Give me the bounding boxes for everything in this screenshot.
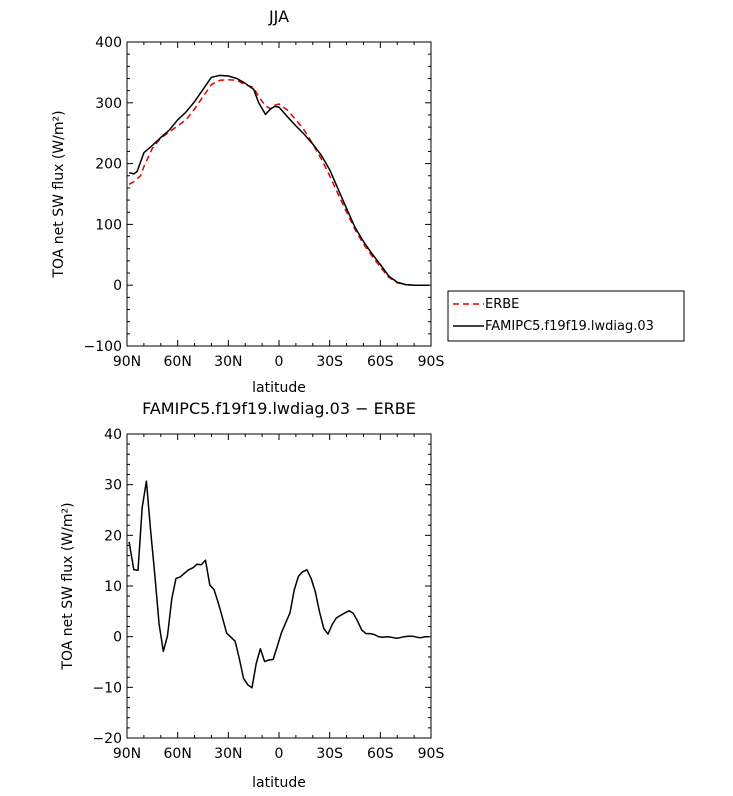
y-tick-label: 30 [104,478,122,494]
top-axis-ticks: 90N 60N 30N 0 30S 60S 90S −100 0 100 200 300 400 [84,35,445,370]
bottom-plot-frame [126,433,432,739]
series-line-famipc5-f19f19-lwdiag-03 [128,74,429,286]
x-tick-label: 60N [164,354,192,370]
bottom-data-lines [128,480,429,689]
bottom-y-axis-label: TOA net SW flux (W/m²) [60,502,76,670]
top-data-lines [128,74,429,286]
top-panel: JJA 90N 60N 30N 0 30S 60S 90S −100 0 100 200 300 400… [51,7,685,396]
y-tick-label: 0 [113,278,122,294]
series-line-erbe [128,78,429,286]
x-tick-label: 60S [367,746,394,762]
x-tick-label: 90N [113,354,141,370]
legend: ERBE FAMIPC5.f19f19.lwdiag.03 [447,290,685,342]
x-tick-label: 30N [214,746,242,762]
x-tick-label: 30S [316,746,343,762]
y-tick-label: 300 [95,96,122,112]
bottom-x-axis-label: latitude [252,775,306,791]
y-tick-label: 40 [104,427,122,443]
top-y-axis-label: TOA net SW flux (W/m²) [51,110,67,278]
x-tick-label: 60S [367,354,394,370]
bottom-panel: FAMIPC5.f19f19.lwdiag.03 − ERBE 90N 60N 30… [60,399,444,791]
legend-box [447,290,685,342]
top-plot-frame [126,41,432,347]
x-tick-label: 90N [113,746,141,762]
y-tick-label: 10 [104,579,122,595]
y-tick-label: −20 [92,731,122,747]
y-tick-label: −100 [84,339,122,355]
y-tick-label: 200 [95,157,122,173]
y-tick-label: 20 [104,528,122,544]
x-tick-label: 30S [316,354,343,370]
x-tick-label: 90S [418,354,445,370]
x-tick-label: 0 [275,354,284,370]
legend-label-erbe: ERBE [485,297,519,312]
series-line-difference [128,480,429,689]
bottom-chart-title: FAMIPC5.f19f19.lwdiag.03 − ERBE [142,399,416,418]
x-tick-label: 0 [275,746,284,762]
y-tick-label: 400 [95,35,122,51]
top-x-axis-label: latitude [252,380,306,396]
y-tick-label: 0 [113,630,122,646]
x-tick-label: 90S [418,746,445,762]
bottom-axis-ticks: 90N 60N 30N 0 30S 60S 90S −20 −10 0 10 20 30 40 [92,427,444,762]
top-chart-title: JJA [268,7,289,26]
y-tick-label: 100 [95,217,122,233]
x-tick-label: 60N [164,746,192,762]
y-tick-label: −10 [92,680,122,696]
x-tick-label: 30N [214,354,242,370]
legend-label-model: FAMIPC5.f19f19.lwdiag.03 [485,319,654,334]
